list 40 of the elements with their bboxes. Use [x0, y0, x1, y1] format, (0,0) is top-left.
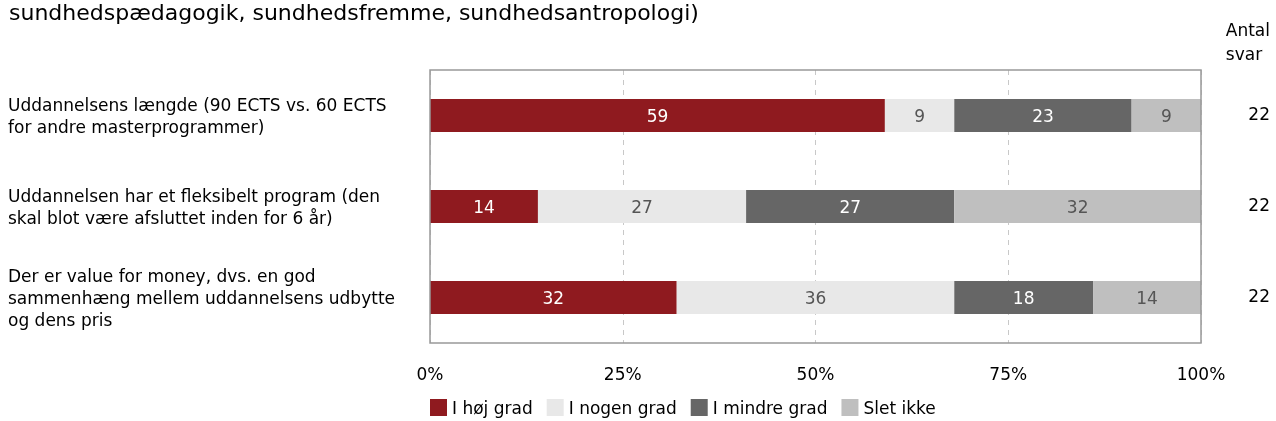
- text: Antal svar: [1225, 20, 1271, 64]
- data-label: 9: [914, 105, 925, 126]
- data-label: 23: [1032, 105, 1054, 126]
- y-tick-label: Der er value for money, dvs. en god sammenhæng mellem uddannelsens udbytte og dens pris: [8, 265, 401, 330]
- x-tick-label: 50%: [796, 363, 835, 384]
- legend-label: Slet ikke: [863, 397, 936, 418]
- bar: [746, 190, 955, 223]
- text: 22: [1248, 286, 1271, 306]
- chart-title: sundhedspædagogik, sundhedsfremme, sundhedsantropologi): [9, 0, 699, 25]
- legend-label: I høj grad: [452, 397, 533, 418]
- x-tick-label: 25%: [603, 363, 642, 384]
- bar: [430, 281, 677, 314]
- x-tick-label: 0%: [416, 363, 444, 384]
- bar: [676, 281, 955, 314]
- legend-label: I nogen grad: [568, 397, 677, 418]
- data-label: 59: [646, 105, 669, 126]
- bar: [430, 99, 885, 132]
- y-tick-label: Uddannelsen har et fleksibelt program (den skal blot være afsluttet inden for 6 år): [8, 185, 386, 228]
- data-label: 27: [839, 196, 862, 217]
- bar: [954, 281, 1094, 314]
- data-label: 32: [1066, 196, 1089, 217]
- bar: [1131, 99, 1201, 132]
- bar: [954, 99, 1132, 132]
- data-label: 14: [473, 196, 495, 217]
- data-label: 32: [542, 287, 565, 308]
- bar: [1093, 281, 1201, 314]
- text: 22: [1248, 195, 1271, 215]
- data-label: 18: [1012, 287, 1035, 308]
- data-label: 9: [1160, 105, 1172, 126]
- data-label: 27: [631, 196, 653, 217]
- y-tick-label: Uddannelsens længde (90 ECTS vs. 60 ECTS for andre masterprogrammer): [8, 94, 392, 137]
- bar: [537, 190, 747, 223]
- x-tick-label: 75%: [989, 363, 1028, 384]
- x-tick-label: 100%: [1176, 363, 1226, 384]
- bar: [884, 99, 955, 132]
- text: 22: [1248, 104, 1271, 124]
- data-label: 36: [804, 287, 827, 308]
- legend-label: I mindre grad: [712, 397, 828, 418]
- bar: [430, 190, 538, 223]
- data-label: 14: [1136, 287, 1158, 308]
